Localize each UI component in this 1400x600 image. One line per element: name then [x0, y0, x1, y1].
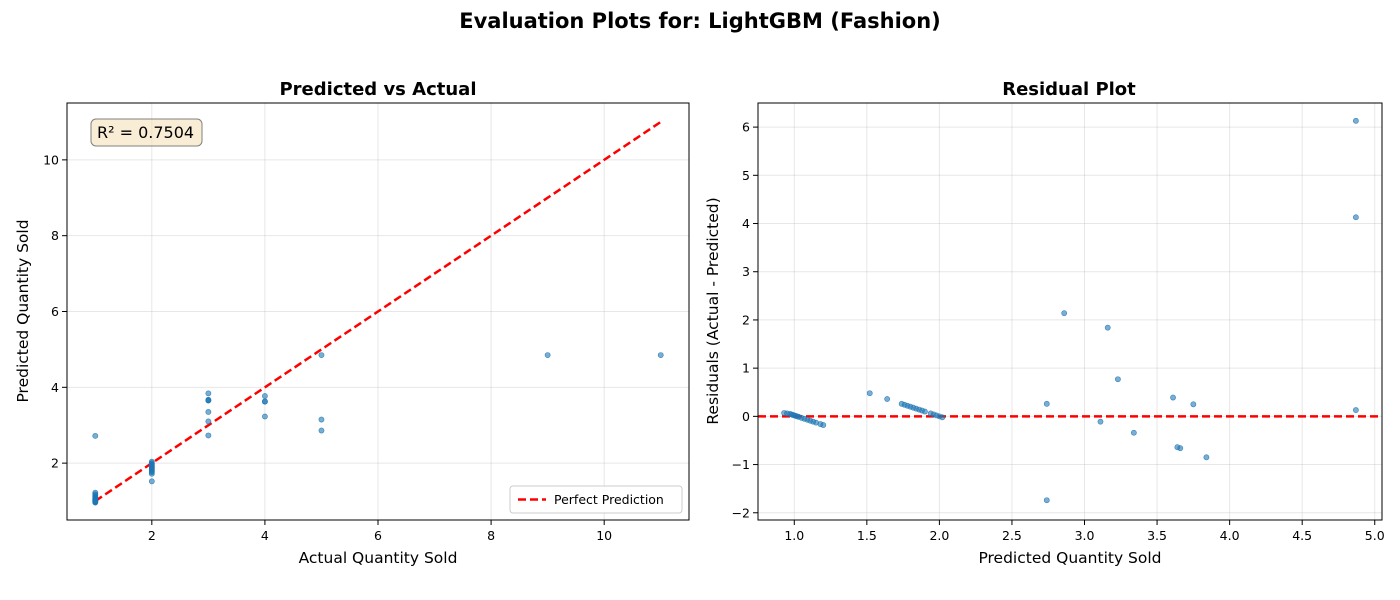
data-point [262, 413, 268, 420]
data-point [92, 432, 99, 439]
x-tick-label: 2.5 [1002, 528, 1022, 543]
y-tick-label: 2 [742, 312, 750, 327]
grid [758, 103, 1382, 520]
figure-suptitle: Evaluation Plots for: LightGBM (Fashion) [459, 9, 941, 33]
data-point [318, 416, 325, 423]
data-point [866, 390, 873, 397]
data-point [657, 352, 664, 358]
panel-title: Residual Plot [1002, 79, 1136, 100]
y-tick-label: 6 [742, 120, 750, 135]
data-point [544, 352, 551, 358]
x-tick-label: 2.0 [929, 528, 949, 543]
x-tick-label: 1.0 [784, 528, 804, 543]
annotation-text: R² = 0.7504 [97, 123, 194, 142]
data-point [1352, 117, 1359, 124]
data-point [262, 398, 268, 405]
x-tick-label: 5.0 [1365, 528, 1385, 543]
panel-title: Predicted vs Actual [279, 79, 476, 100]
grid [67, 103, 689, 520]
x-tick-label: 8 [487, 528, 495, 543]
x-tick-label: 6 [374, 528, 382, 543]
data-point [205, 390, 212, 397]
data-point [205, 397, 212, 404]
x-tick-label: 4.0 [1220, 528, 1240, 543]
x-tick-label: 4.5 [1292, 528, 1312, 543]
data-point [820, 422, 827, 428]
data-point [318, 427, 325, 434]
legend-box [509, 485, 683, 514]
x-axis-label: Predicted Quantity Sold [978, 549, 1161, 567]
legend-entry-perfect-prediction: Perfect Prediction [554, 492, 664, 507]
y-axis-label: Residuals (Actual - Predicted) [704, 197, 722, 424]
x-tick-label: 3.0 [1075, 528, 1095, 543]
y-tick-label: −2 [732, 505, 750, 520]
r-squared-annotation: R² = 0.7504 [90, 118, 203, 147]
y-tick-label: 10 [43, 152, 59, 167]
scatter-points [92, 352, 664, 506]
annotation-box [90, 118, 203, 147]
data-point [205, 418, 212, 425]
data-point [262, 393, 268, 399]
data-point [148, 478, 155, 485]
data-point [92, 499, 99, 506]
x-tick-label: 2 [148, 528, 156, 543]
data-point [1130, 429, 1137, 436]
y-tick-label: 2 [51, 456, 59, 471]
data-point [1203, 454, 1210, 461]
data-point [939, 414, 946, 421]
x-tick-label: 3.5 [1147, 528, 1167, 543]
x-ticks: 2 4 6 8 10 [148, 520, 612, 543]
y-tick-label: 8 [51, 228, 59, 243]
data-point [1104, 324, 1111, 331]
predicted-vs-actual-panel: Predicted vs Actual 2 4 6 8 10 2 4 6 8 10 Actual… [14, 79, 690, 567]
data-point [1097, 418, 1104, 425]
reference-line-path [94, 120, 662, 503]
x-tick-label: 1.5 [857, 528, 877, 543]
x-tick-label: 10 [596, 528, 612, 543]
data-point [318, 352, 325, 358]
data-point [1061, 310, 1068, 317]
y-tick-label: −1 [732, 457, 750, 472]
data-point [1043, 497, 1050, 504]
data-point [1190, 401, 1197, 408]
y-ticks: 2 4 6 8 10 [43, 152, 67, 471]
data-point [205, 432, 212, 439]
x-tick-label: 4 [261, 528, 269, 543]
data-point [921, 408, 928, 415]
reference-line [94, 120, 662, 503]
y-tick-label: 1 [742, 361, 750, 376]
x-ticks: 1.0 1.5 2.0 2.5 3.0 3.5 4.0 4.5 5.0 [784, 520, 1385, 543]
data-point [884, 396, 891, 402]
data-point [1177, 445, 1184, 452]
y-tick-label: 3 [742, 264, 750, 279]
data-point [1352, 214, 1359, 221]
x-axis-label: Actual Quantity Sold [299, 549, 458, 567]
y-tick-label: 0 [742, 409, 750, 424]
scatter-points [781, 117, 1359, 504]
y-tick-label: 5 [742, 168, 750, 183]
data-point [205, 409, 212, 415]
y-tick-label: 4 [742, 216, 750, 231]
data-point [1114, 376, 1121, 383]
y-tick-label: 4 [51, 380, 59, 395]
data-point [1043, 400, 1050, 407]
residual-plot-panel: Residual Plot 1.0 1.5 2.0 2.5 3.0 3.5 4.0 4.5 5.… [704, 79, 1385, 567]
y-axis-label: Predicted Quantity Sold [14, 219, 32, 402]
data-point [1352, 407, 1359, 413]
data-point [148, 470, 155, 477]
data-point [1170, 394, 1176, 401]
axes-frame [757, 102, 1383, 521]
y-tick-label: 6 [51, 304, 59, 319]
y-ticks: −2 −1 0 1 2 3 4 5 6 [732, 120, 758, 520]
legend: Perfect Prediction [509, 485, 683, 514]
